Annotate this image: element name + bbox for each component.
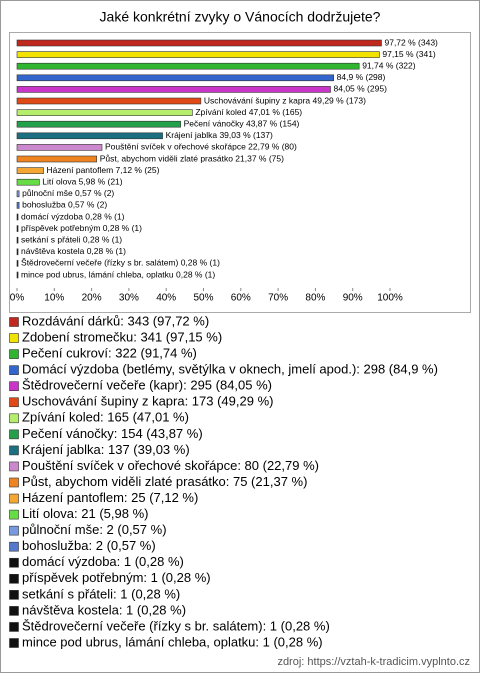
legend-swatch bbox=[9, 381, 19, 392]
data-label: mince pod ubrus, lámání chleba, oplatku … bbox=[21, 269, 215, 279]
legend-swatch bbox=[9, 541, 19, 552]
chart-title: Jaké konkrétní zvyky o Vánocích dodržuje… bbox=[100, 9, 381, 25]
bar bbox=[16, 97, 202, 105]
bar bbox=[16, 236, 19, 244]
bar bbox=[16, 144, 103, 151]
legend-swatch bbox=[9, 525, 19, 536]
legend-label: návštěva kostela: 1 (0,28 %) bbox=[22, 602, 186, 617]
bar bbox=[16, 62, 360, 70]
legend-label: Půst, abychom viděli zlaté prasátko: 75 … bbox=[22, 474, 307, 489]
x-tick-label: 50% bbox=[193, 293, 213, 304]
legend-label: Rozdávání dárků: 343 (97,72 %) bbox=[22, 313, 209, 328]
legend-label: Pečení cukroví: 322 (91,74 %) bbox=[22, 346, 197, 361]
bar bbox=[16, 132, 163, 140]
data-label: 84,9 % (298) bbox=[337, 72, 386, 82]
bar bbox=[16, 39, 382, 47]
legend-label: Domácí výzdoba (betlémy, světýlka v okne… bbox=[22, 362, 438, 377]
legend-swatch bbox=[9, 413, 19, 424]
legend-label: Štědrovečerní večeře (kapr): 295 (84,05 … bbox=[22, 378, 272, 393]
legend-swatch bbox=[9, 622, 19, 632]
data-label: domácí výzdoba 0,28 % (1) bbox=[21, 211, 125, 221]
source: zdroj: https://vztah-k-tradicim.vyplnto.… bbox=[277, 656, 470, 668]
x-tick-label: 100% bbox=[377, 293, 403, 304]
legend-swatch bbox=[9, 509, 19, 520]
x-tick-label: 40% bbox=[156, 293, 176, 304]
legend-swatch bbox=[9, 493, 19, 504]
legend-swatch bbox=[9, 638, 19, 648]
legend-swatch bbox=[9, 365, 19, 375]
bar bbox=[16, 51, 380, 58]
data-label: Pečení vánočky 43,87 % (154) bbox=[184, 118, 300, 128]
legend-swatch bbox=[9, 397, 19, 408]
legend-label: Zdobení stromečku: 341 (97,15 %) bbox=[22, 329, 222, 344]
legend-label: Uschovávání šupiny z kapra: 173 (49,29 %… bbox=[22, 394, 273, 409]
legend-label: Krájení jablka: 137 (39,03 %) bbox=[22, 442, 190, 457]
data-label: 97,72 % (343) bbox=[384, 37, 438, 47]
data-label: Štědrovečerní večeře (řízky s br. saláte… bbox=[21, 258, 220, 268]
bar bbox=[16, 155, 98, 163]
data-label: návštěva kostela 0,28 % (1) bbox=[21, 246, 126, 256]
data-label: Házení pantoflem 7,12 % (25) bbox=[47, 165, 160, 175]
legend-swatch bbox=[9, 349, 19, 359]
x-tick-label: 70% bbox=[268, 293, 288, 304]
legend-swatch bbox=[9, 333, 19, 343]
x-tick-label: 80% bbox=[305, 293, 325, 304]
legend-swatch bbox=[9, 477, 19, 488]
legend-label: příspěvek potřebným: 1 (0,28 %) bbox=[22, 570, 211, 585]
legend-label: setkání s přáteli: 1 (0,28 %) bbox=[22, 586, 180, 601]
bar bbox=[16, 213, 19, 221]
data-label: Zpívání koled 47,01 % (165) bbox=[195, 107, 302, 117]
legend-label: Lití olova: 21 (5,98 %) bbox=[22, 506, 148, 521]
legend-swatch bbox=[9, 445, 19, 456]
legend-swatch bbox=[9, 573, 19, 584]
x-tick-label: 10% bbox=[44, 293, 64, 304]
data-label: bohoslužba 0,57 % (2) bbox=[22, 200, 107, 210]
data-label: Krájení jablka 39,03 % (137) bbox=[166, 130, 273, 140]
legend-swatch bbox=[9, 590, 19, 600]
bar bbox=[16, 178, 40, 186]
data-label: 97,15 % (341) bbox=[382, 49, 436, 59]
legend-swatch bbox=[9, 461, 19, 472]
x-tick-label: 30% bbox=[119, 293, 139, 304]
legend-swatch bbox=[9, 317, 19, 327]
legend-label: Pečení vánočky: 154 (43,87 %) bbox=[22, 426, 203, 441]
bar bbox=[16, 109, 193, 116]
legend-label: bohoslužba: 2 (0,57 %) bbox=[22, 538, 156, 553]
data-label: setkání s přáteli 0,28 % (1) bbox=[21, 234, 122, 244]
bar bbox=[16, 74, 334, 82]
legend-label: Zpívání koled: 165 (47,01 %) bbox=[22, 410, 189, 425]
data-label: Půst, abychom viděli zlaté prasátko 21,3… bbox=[100, 153, 284, 163]
bar bbox=[16, 248, 19, 256]
legend-swatch bbox=[9, 429, 19, 440]
data-label: Uschovávání šupiny z kapra 49,29 % (173) bbox=[204, 95, 366, 105]
bar bbox=[16, 271, 19, 279]
bar bbox=[16, 260, 19, 267]
data-label: Lití olova 5,98 % (21) bbox=[42, 176, 122, 186]
data-label: Pouštění svíček v ořechové skořápce 22,7… bbox=[105, 142, 297, 152]
legend-label: Pouštění svíček v ořechové skořápce: 80 … bbox=[22, 458, 319, 473]
bar bbox=[16, 120, 181, 128]
x-tick-label: 20% bbox=[82, 293, 102, 304]
x-tick-label: 60% bbox=[231, 293, 251, 304]
bar bbox=[16, 190, 20, 198]
legend-swatch bbox=[9, 557, 19, 568]
legend-label: půlnoční mše: 2 (0,57 %) bbox=[22, 522, 167, 537]
legend-label: Štědrovečerní večeře (řízky s br. saláte… bbox=[22, 618, 330, 633]
x-tick-label: 0% bbox=[10, 293, 25, 304]
legend-label: domácí výzdoba: 1 (0,28 %) bbox=[22, 554, 184, 569]
x-tick-label: 90% bbox=[343, 293, 363, 304]
bar bbox=[16, 225, 19, 232]
bar bbox=[16, 167, 44, 174]
bar bbox=[16, 86, 331, 93]
data-label: 84,05 % (295) bbox=[334, 84, 388, 94]
bar bbox=[16, 202, 20, 209]
legend-label: Házení pantoflem: 25 (7,12 %) bbox=[22, 490, 198, 505]
data-label: příspěvek potřebným 0,28 % (1) bbox=[21, 223, 142, 233]
data-label: půlnoční mše 0,57 % (2) bbox=[22, 188, 114, 198]
data-label: 91,74 % (322) bbox=[362, 60, 416, 70]
legend-label: mince pod ubrus, lámání chleba, oplatku:… bbox=[22, 634, 323, 649]
legend-swatch bbox=[9, 606, 19, 616]
